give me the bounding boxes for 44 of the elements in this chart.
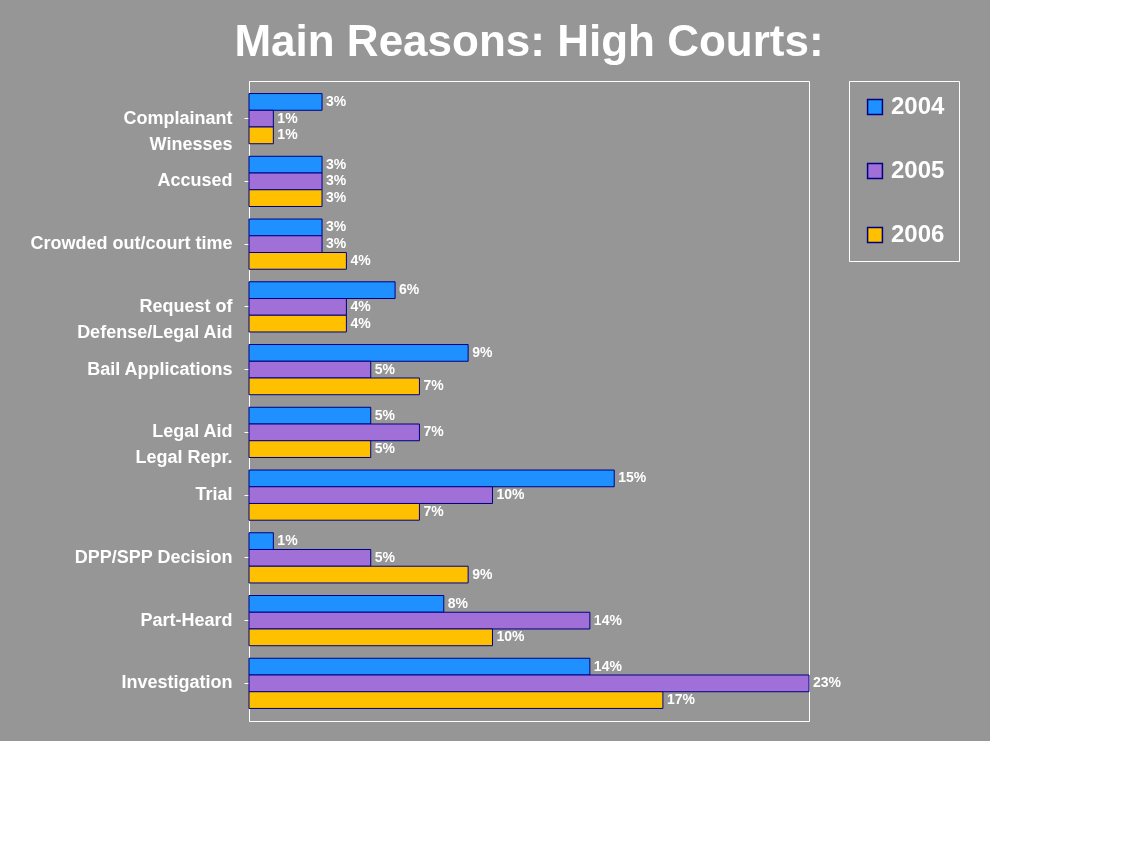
data-label: 7% [423,423,445,440]
data-label: 1% [277,109,299,126]
y-tick-label: DPP/SPP Decision [74,546,233,567]
data-label: 5% [374,440,396,457]
data-label: 3% [326,189,347,206]
chart-title: Main Reasons: High Courts: [234,15,824,65]
data-label: 9% [472,343,493,360]
y-tick-label: Bail Applications [87,358,233,379]
data-label: 3% [326,155,347,172]
data-label: 5% [374,406,396,423]
data-label: 9% [472,565,493,582]
legend-label: 2006 [891,220,945,247]
data-label: 17% [666,691,696,708]
data-label: 10% [496,486,526,503]
data-label: 4% [350,251,372,268]
legend-label: 2004 [891,92,946,119]
data-label: 3% [326,172,347,189]
data-label: 3% [326,92,347,109]
y-tick-label: Accused [157,170,233,191]
y-tick-label: Investigation [121,672,233,693]
y-tick-label: Crowded out/court time [30,233,233,254]
data-label: 10% [496,628,526,645]
y-tick-label: Request of Defense/Legal Aid [77,295,234,342]
data-label: 4% [350,314,372,331]
data-label: 14% [593,611,623,628]
data-label: 3% [326,235,347,252]
data-label: 8% [447,594,469,611]
y-tick-label: Trial [195,484,233,505]
legend-label: 2005 [891,156,945,183]
data-label: 1% [277,126,299,143]
data-label: 7% [423,377,445,394]
data-label: 1% [277,532,299,549]
data-label: 5% [374,360,396,377]
y-tick-label: Legal Aid Legal Repr. [135,421,233,468]
y-tick-label: Complainant Winesses [123,107,233,154]
data-label: 23% [813,674,842,691]
data-label: 5% [374,548,396,565]
data-label: 4% [350,297,372,314]
data-label: 15% [618,469,647,486]
y-tick-label: Part-Heard [140,609,233,630]
data-label: 3% [326,218,347,235]
data-label: 14% [593,657,623,674]
data-label: 6% [399,281,420,298]
data-label: 7% [423,502,445,519]
